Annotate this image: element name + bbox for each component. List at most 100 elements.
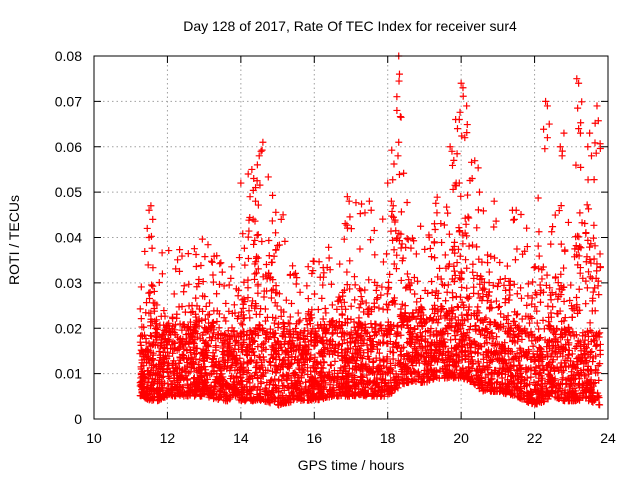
data-point: [272, 385, 280, 393]
data-point: [319, 281, 327, 289]
data-point: [425, 376, 433, 384]
data-point: [244, 343, 252, 351]
data-point: [215, 324, 223, 332]
data-point: [253, 368, 261, 376]
data-point: [568, 371, 576, 379]
data-point: [286, 313, 294, 321]
data-point: [260, 327, 268, 335]
data-point: [269, 191, 277, 199]
data-point: [393, 332, 401, 340]
data-point: [264, 173, 272, 181]
data-point: [269, 276, 277, 284]
data-point: [452, 352, 460, 360]
data-point: [361, 286, 369, 294]
data-point: [280, 328, 288, 336]
data-point: [495, 279, 503, 287]
data-point: [391, 361, 399, 369]
data-point: [160, 321, 168, 329]
data-point: [372, 286, 380, 294]
data-point: [234, 339, 242, 347]
data-point: [587, 384, 595, 392]
data-point: [586, 129, 594, 137]
data-point: [304, 364, 312, 372]
data-point: [259, 138, 267, 146]
data-point: [439, 338, 447, 346]
data-point: [254, 383, 262, 391]
data-point: [185, 280, 193, 288]
data-point: [246, 357, 254, 365]
data-point: [498, 349, 506, 357]
data-point: [277, 215, 285, 223]
data-point: [466, 336, 474, 344]
data-point: [248, 165, 256, 173]
data-point: [407, 377, 415, 385]
data-point: [573, 294, 581, 302]
data-point: [145, 234, 153, 241]
data-point: [225, 307, 233, 315]
data-point: [244, 254, 252, 262]
data-point: [195, 305, 203, 313]
data-point: [453, 323, 461, 331]
data-point: [198, 331, 206, 339]
data-point: [491, 349, 499, 357]
data-point: [230, 385, 238, 393]
data-point: [596, 250, 604, 258]
data-point: [481, 340, 489, 348]
data-point: [473, 224, 481, 232]
data-point: [344, 344, 352, 352]
data-point: [468, 175, 476, 183]
data-point: [564, 336, 572, 344]
data-point: [595, 401, 603, 409]
data-point: [542, 281, 550, 289]
data-point: [245, 216, 253, 224]
data-point: [484, 346, 492, 354]
data-point: [220, 314, 228, 322]
data-point: [575, 125, 583, 133]
data-point: [559, 374, 567, 382]
data-point: [535, 325, 543, 333]
data-point: [378, 387, 386, 395]
data-point: [239, 340, 247, 348]
data-point: [450, 327, 458, 335]
data-point: [413, 369, 421, 377]
data-point: [217, 384, 225, 392]
data-point: [486, 318, 494, 326]
data-point: [216, 260, 224, 268]
data-point: [190, 338, 198, 346]
data-point: [414, 368, 422, 376]
data-point: [243, 350, 251, 358]
data-point: [351, 281, 359, 289]
data-point: [481, 332, 489, 340]
data-point: [209, 271, 217, 279]
data-point: [535, 357, 543, 365]
data-point: [405, 338, 413, 346]
data-point: [439, 305, 447, 313]
data-point: [273, 365, 281, 373]
data-point: [499, 322, 507, 330]
data-point: [576, 357, 584, 365]
data-point: [325, 393, 333, 401]
data-point: [180, 282, 188, 290]
data-point: [442, 356, 450, 364]
data-point: [188, 363, 196, 371]
data-point: [434, 273, 442, 281]
data-point: [168, 392, 176, 400]
data-point: [387, 320, 395, 328]
data-point: [255, 353, 263, 361]
data-point: [452, 344, 460, 352]
data-point: [319, 315, 327, 323]
data-point: [184, 250, 192, 258]
data-point: [192, 250, 200, 258]
data-point: [174, 256, 182, 264]
data-point: [213, 252, 221, 260]
data-point: [152, 320, 160, 328]
data-point: [590, 221, 598, 229]
data-point: [284, 340, 292, 348]
data-point: [265, 398, 273, 406]
data-point: [492, 366, 500, 374]
data-point: [379, 332, 387, 340]
data-point: [373, 376, 381, 384]
data-point: [319, 353, 327, 361]
data-point: [450, 243, 458, 251]
data-point: [328, 330, 336, 338]
